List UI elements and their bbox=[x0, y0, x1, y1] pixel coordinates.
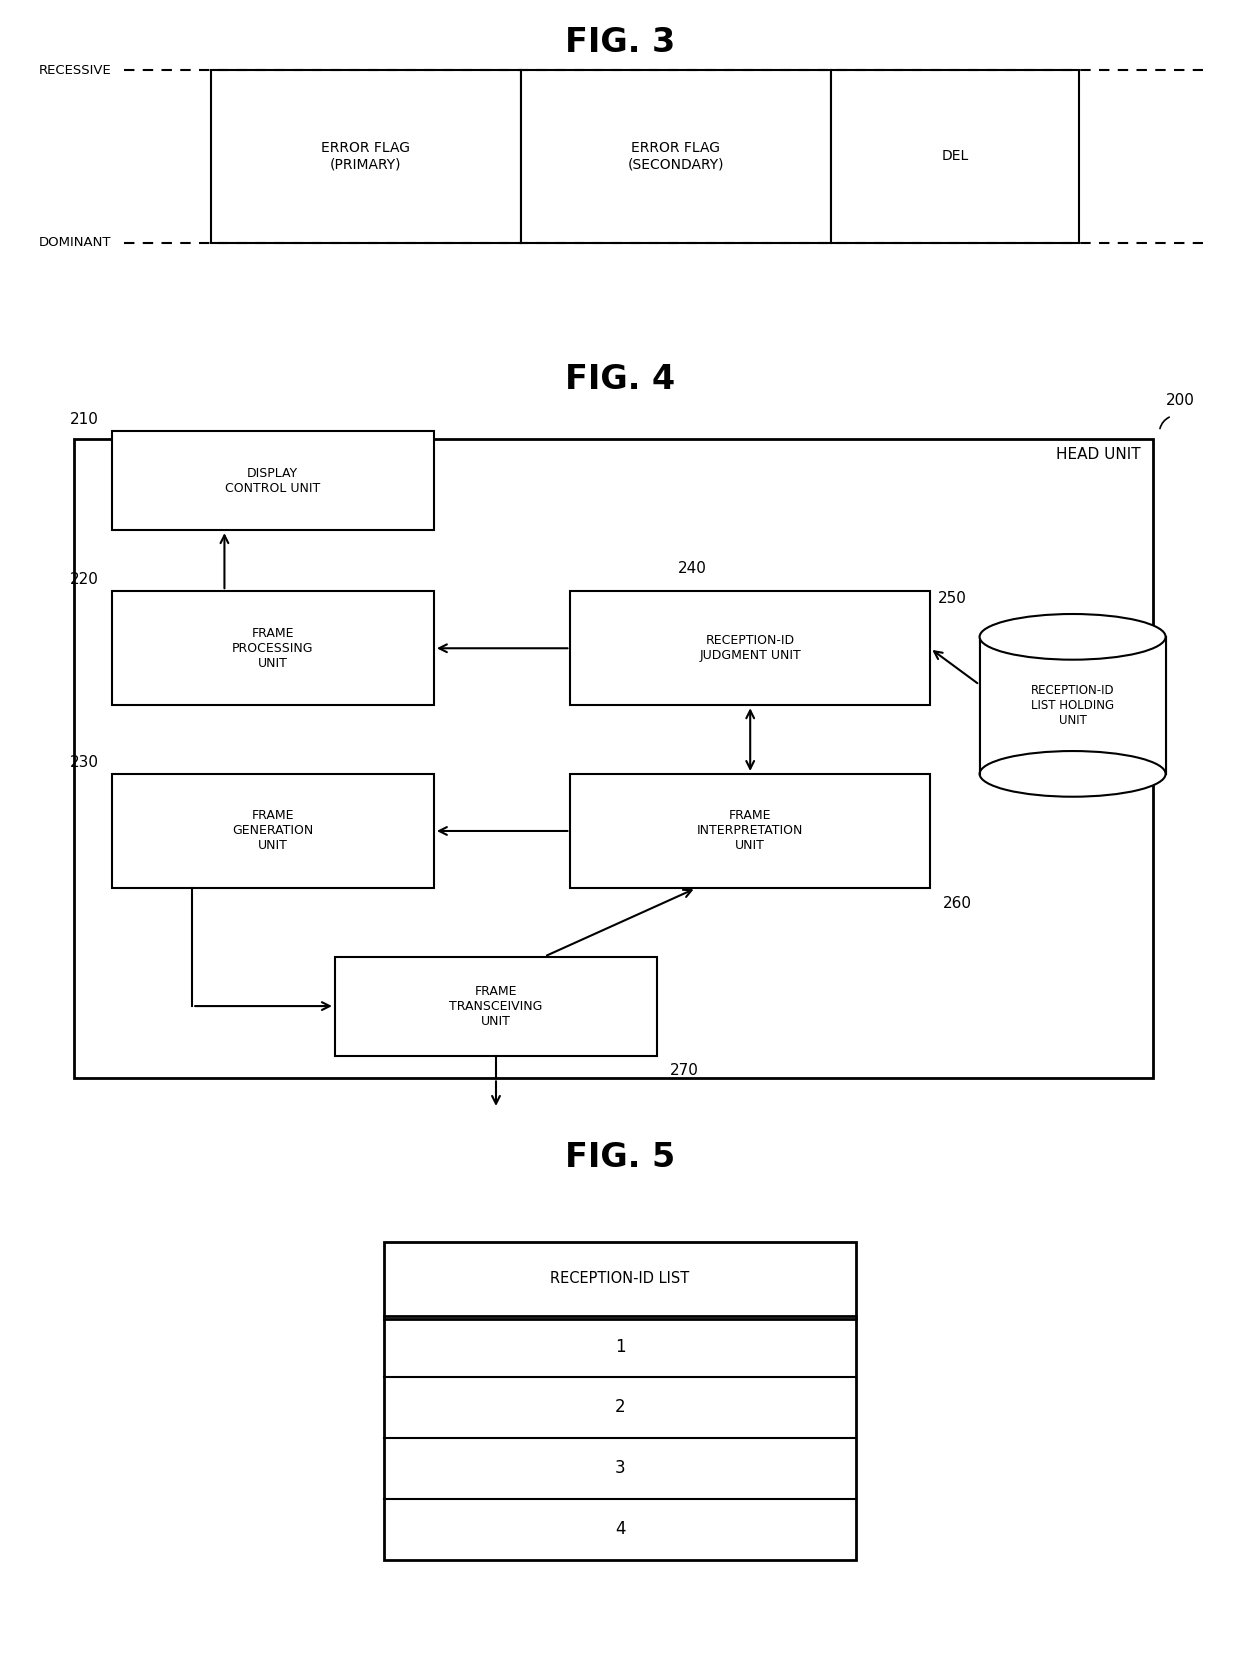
Text: FIG. 4: FIG. 4 bbox=[565, 362, 675, 396]
Text: 4: 4 bbox=[615, 1521, 625, 1537]
Bar bbox=[384, 1241, 856, 1559]
Text: RECEPTION-ID
LIST HOLDING
UNIT: RECEPTION-ID LIST HOLDING UNIT bbox=[1030, 684, 1115, 727]
Text: 230: 230 bbox=[71, 755, 99, 770]
Text: RECESSIVE: RECESSIVE bbox=[38, 63, 112, 76]
Text: HEAD UNIT: HEAD UNIT bbox=[1056, 447, 1141, 462]
Text: FRAME
TRANSCEIVING
UNIT: FRAME TRANSCEIVING UNIT bbox=[449, 985, 543, 1028]
Bar bbox=[112, 432, 434, 530]
Text: 240: 240 bbox=[678, 561, 707, 576]
Text: 1: 1 bbox=[615, 1337, 625, 1355]
Bar bbox=[335, 957, 657, 1056]
Text: 270: 270 bbox=[670, 1063, 698, 1077]
Text: DOMINANT: DOMINANT bbox=[40, 237, 112, 250]
Text: ERROR FLAG
(PRIMARY): ERROR FLAG (PRIMARY) bbox=[321, 141, 410, 172]
Bar bbox=[831, 70, 1079, 243]
Text: 250: 250 bbox=[939, 591, 967, 606]
Bar bbox=[74, 439, 1153, 1079]
Text: ERROR FLAG
(SECONDARY): ERROR FLAG (SECONDARY) bbox=[627, 141, 724, 172]
Bar bbox=[570, 591, 930, 705]
Text: FRAME
INTERPRETATION
UNIT: FRAME INTERPRETATION UNIT bbox=[697, 809, 804, 852]
Bar bbox=[521, 70, 831, 243]
Text: FIG. 3: FIG. 3 bbox=[565, 26, 675, 60]
Text: 200: 200 bbox=[1166, 394, 1194, 409]
Text: FIG. 5: FIG. 5 bbox=[565, 1142, 675, 1175]
Bar bbox=[570, 775, 930, 889]
Text: RECEPTION-ID LIST: RECEPTION-ID LIST bbox=[551, 1271, 689, 1286]
Text: 3: 3 bbox=[615, 1460, 625, 1478]
Bar bbox=[112, 775, 434, 889]
Bar bbox=[112, 591, 434, 705]
Text: 220: 220 bbox=[71, 573, 99, 588]
Bar bbox=[980, 637, 1166, 775]
Text: RECEPTION-ID
JUDGMENT UNIT: RECEPTION-ID JUDGMENT UNIT bbox=[699, 634, 801, 662]
Text: 210: 210 bbox=[71, 412, 99, 427]
Text: DISPLAY
CONTROL UNIT: DISPLAY CONTROL UNIT bbox=[226, 467, 320, 495]
Text: 2: 2 bbox=[615, 1398, 625, 1417]
Text: FRAME
GENERATION
UNIT: FRAME GENERATION UNIT bbox=[232, 809, 314, 852]
Text: FRAME
PROCESSING
UNIT: FRAME PROCESSING UNIT bbox=[232, 627, 314, 670]
Text: 260: 260 bbox=[942, 895, 971, 910]
Ellipse shape bbox=[980, 614, 1166, 660]
Ellipse shape bbox=[980, 751, 1166, 796]
Text: DEL: DEL bbox=[941, 149, 968, 164]
Bar bbox=[211, 70, 521, 243]
